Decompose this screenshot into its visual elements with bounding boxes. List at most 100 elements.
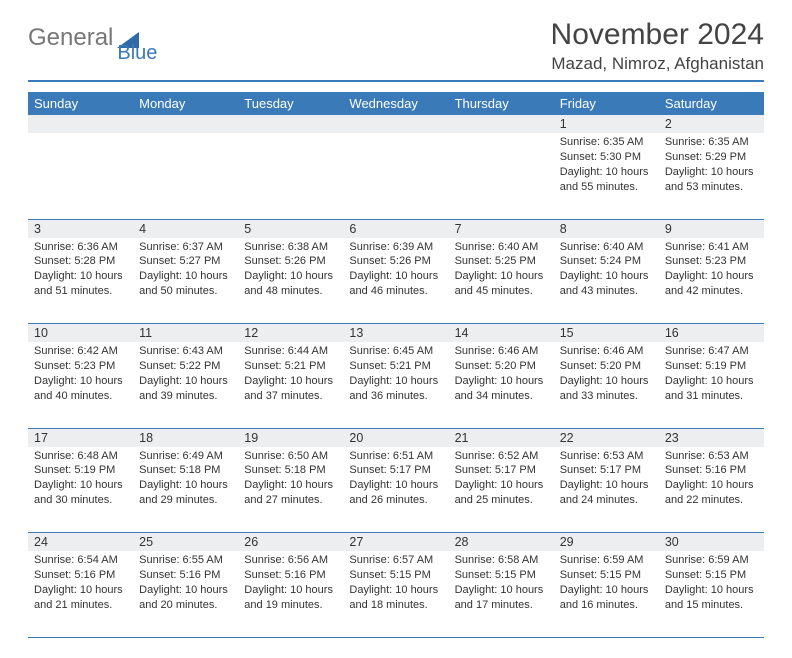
day-detail: Sunrise: 6:44 AMSunset: 5:21 PMDaylight:… — [238, 342, 343, 407]
title-block: November 2024 Mazad, Nimroz, Afghanistan — [551, 18, 764, 74]
day-cell: Sunrise: 6:51 AMSunset: 5:17 PMDaylight:… — [343, 447, 448, 533]
day-number: 25 — [133, 533, 238, 552]
day-cell: Sunrise: 6:40 AMSunset: 5:25 PMDaylight:… — [449, 238, 554, 324]
day-number: 14 — [449, 324, 554, 343]
day-detail: Sunrise: 6:45 AMSunset: 5:21 PMDaylight:… — [343, 342, 448, 407]
week-row: Sunrise: 6:54 AMSunset: 5:16 PMDaylight:… — [28, 551, 764, 637]
day-cell: Sunrise: 6:41 AMSunset: 5:23 PMDaylight:… — [659, 238, 764, 324]
day-detail: Sunrise: 6:46 AMSunset: 5:20 PMDaylight:… — [554, 342, 659, 407]
week-row: Sunrise: 6:48 AMSunset: 5:19 PMDaylight:… — [28, 447, 764, 533]
weekday-header: Monday — [133, 92, 238, 115]
day-number: 2 — [659, 115, 764, 133]
day-detail: Sunrise: 6:50 AMSunset: 5:18 PMDaylight:… — [238, 447, 343, 512]
day-cell: Sunrise: 6:53 AMSunset: 5:17 PMDaylight:… — [554, 447, 659, 533]
day-number — [238, 115, 343, 133]
day-cell: Sunrise: 6:54 AMSunset: 5:16 PMDaylight:… — [28, 551, 133, 637]
weekday-header-row: SundayMondayTuesdayWednesdayThursdayFrid… — [28, 92, 764, 115]
day-cell — [28, 133, 133, 219]
day-number: 22 — [554, 428, 659, 447]
month-title: November 2024 — [551, 18, 764, 52]
day-cell: Sunrise: 6:57 AMSunset: 5:15 PMDaylight:… — [343, 551, 448, 637]
day-number: 1 — [554, 115, 659, 133]
day-cell: Sunrise: 6:56 AMSunset: 5:16 PMDaylight:… — [238, 551, 343, 637]
day-number: 17 — [28, 428, 133, 447]
day-number: 20 — [343, 428, 448, 447]
day-detail: Sunrise: 6:46 AMSunset: 5:20 PMDaylight:… — [449, 342, 554, 407]
day-cell — [133, 133, 238, 219]
day-detail: Sunrise: 6:48 AMSunset: 5:19 PMDaylight:… — [28, 447, 133, 512]
day-cell: Sunrise: 6:44 AMSunset: 5:21 PMDaylight:… — [238, 342, 343, 428]
day-number: 12 — [238, 324, 343, 343]
day-number: 6 — [343, 219, 448, 238]
day-cell: Sunrise: 6:55 AMSunset: 5:16 PMDaylight:… — [133, 551, 238, 637]
weekday-header: Wednesday — [343, 92, 448, 115]
day-number: 10 — [28, 324, 133, 343]
day-number — [133, 115, 238, 133]
day-cell: Sunrise: 6:58 AMSunset: 5:15 PMDaylight:… — [449, 551, 554, 637]
day-detail: Sunrise: 6:59 AMSunset: 5:15 PMDaylight:… — [554, 551, 659, 616]
week-row: Sunrise: 6:35 AMSunset: 5:30 PMDaylight:… — [28, 133, 764, 219]
day-number: 26 — [238, 533, 343, 552]
day-cell: Sunrise: 6:43 AMSunset: 5:22 PMDaylight:… — [133, 342, 238, 428]
week-row: Sunrise: 6:42 AMSunset: 5:23 PMDaylight:… — [28, 342, 764, 428]
day-number: 7 — [449, 219, 554, 238]
day-detail: Sunrise: 6:38 AMSunset: 5:26 PMDaylight:… — [238, 238, 343, 303]
day-number: 4 — [133, 219, 238, 238]
day-detail: Sunrise: 6:53 AMSunset: 5:16 PMDaylight:… — [659, 447, 764, 512]
day-number: 29 — [554, 533, 659, 552]
day-number: 9 — [659, 219, 764, 238]
day-number: 11 — [133, 324, 238, 343]
weekday-header: Sunday — [28, 92, 133, 115]
day-number: 21 — [449, 428, 554, 447]
day-cell: Sunrise: 6:38 AMSunset: 5:26 PMDaylight:… — [238, 238, 343, 324]
day-cell: Sunrise: 6:45 AMSunset: 5:21 PMDaylight:… — [343, 342, 448, 428]
day-cell: Sunrise: 6:46 AMSunset: 5:20 PMDaylight:… — [449, 342, 554, 428]
top-rule — [28, 80, 764, 82]
day-detail: Sunrise: 6:42 AMSunset: 5:23 PMDaylight:… — [28, 342, 133, 407]
day-cell: Sunrise: 6:59 AMSunset: 5:15 PMDaylight:… — [554, 551, 659, 637]
day-detail: Sunrise: 6:36 AMSunset: 5:28 PMDaylight:… — [28, 238, 133, 303]
day-detail: Sunrise: 6:54 AMSunset: 5:16 PMDaylight:… — [28, 551, 133, 616]
day-number: 27 — [343, 533, 448, 552]
day-cell: Sunrise: 6:46 AMSunset: 5:20 PMDaylight:… — [554, 342, 659, 428]
logo: General Blue — [28, 18, 179, 53]
day-number: 5 — [238, 219, 343, 238]
day-cell: Sunrise: 6:42 AMSunset: 5:23 PMDaylight:… — [28, 342, 133, 428]
day-number-row: 24252627282930 — [28, 533, 764, 552]
day-number-row: 17181920212223 — [28, 428, 764, 447]
day-number — [343, 115, 448, 133]
day-cell: Sunrise: 6:50 AMSunset: 5:18 PMDaylight:… — [238, 447, 343, 533]
day-number-row: 10111213141516 — [28, 324, 764, 343]
day-cell: Sunrise: 6:40 AMSunset: 5:24 PMDaylight:… — [554, 238, 659, 324]
day-cell: Sunrise: 6:36 AMSunset: 5:28 PMDaylight:… — [28, 238, 133, 324]
day-cell — [238, 133, 343, 219]
day-detail: Sunrise: 6:51 AMSunset: 5:17 PMDaylight:… — [343, 447, 448, 512]
day-cell: Sunrise: 6:35 AMSunset: 5:30 PMDaylight:… — [554, 133, 659, 219]
day-number: 18 — [133, 428, 238, 447]
day-cell: Sunrise: 6:48 AMSunset: 5:19 PMDaylight:… — [28, 447, 133, 533]
day-number-row: 12 — [28, 115, 764, 133]
weekday-header: Saturday — [659, 92, 764, 115]
weekday-header: Thursday — [449, 92, 554, 115]
day-cell — [343, 133, 448, 219]
day-detail: Sunrise: 6:40 AMSunset: 5:25 PMDaylight:… — [449, 238, 554, 303]
day-detail: Sunrise: 6:56 AMSunset: 5:16 PMDaylight:… — [238, 551, 343, 616]
logo-text-general: General — [28, 24, 113, 52]
day-detail: Sunrise: 6:35 AMSunset: 5:30 PMDaylight:… — [554, 133, 659, 198]
weekday-header: Friday — [554, 92, 659, 115]
logo-text-blue: Blue — [117, 42, 157, 65]
day-cell: Sunrise: 6:35 AMSunset: 5:29 PMDaylight:… — [659, 133, 764, 219]
day-number: 13 — [343, 324, 448, 343]
day-detail: Sunrise: 6:39 AMSunset: 5:26 PMDaylight:… — [343, 238, 448, 303]
calendar-table: SundayMondayTuesdayWednesdayThursdayFrid… — [28, 92, 764, 638]
day-detail: Sunrise: 6:58 AMSunset: 5:15 PMDaylight:… — [449, 551, 554, 616]
day-detail: Sunrise: 6:53 AMSunset: 5:17 PMDaylight:… — [554, 447, 659, 512]
day-detail: Sunrise: 6:57 AMSunset: 5:15 PMDaylight:… — [343, 551, 448, 616]
day-number — [449, 115, 554, 133]
day-cell — [449, 133, 554, 219]
day-detail: Sunrise: 6:49 AMSunset: 5:18 PMDaylight:… — [133, 447, 238, 512]
day-detail: Sunrise: 6:52 AMSunset: 5:17 PMDaylight:… — [449, 447, 554, 512]
day-number-row: 3456789 — [28, 219, 764, 238]
day-number: 16 — [659, 324, 764, 343]
location-text: Mazad, Nimroz, Afghanistan — [551, 54, 764, 74]
